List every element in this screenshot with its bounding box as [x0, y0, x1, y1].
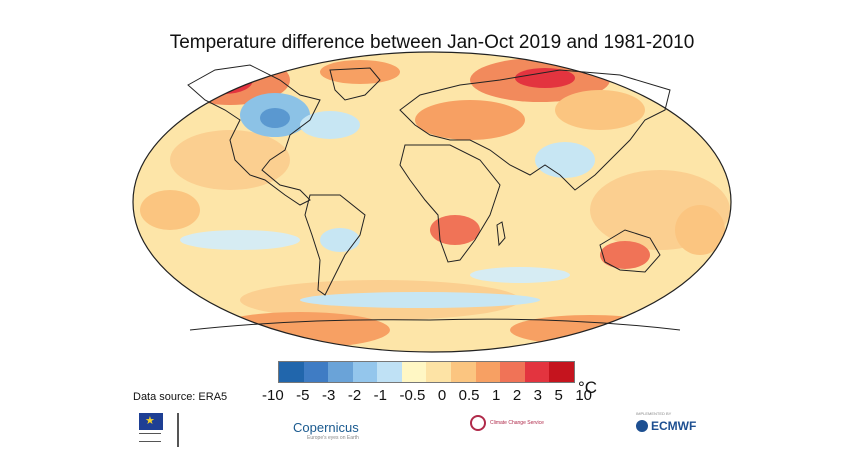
- colorbar-labels: -10 -5 -3 -2 -1 -0.5 0 0.5 1 2 3 5 10: [262, 387, 592, 404]
- colorbar-tick-label: -1: [374, 387, 387, 404]
- anomaly-patch: [140, 190, 200, 230]
- colorbar-tick-label: 1: [492, 387, 500, 404]
- colorbar-tick-label: 5: [554, 387, 562, 404]
- anomaly-patch: [555, 90, 645, 130]
- anomaly-patch: [470, 267, 570, 283]
- copernicus-logo-text: Copernicus: [293, 420, 359, 435]
- colorbar-swatch: [377, 362, 402, 382]
- colorbar-tick-label: 0.5: [459, 387, 480, 404]
- ecmwf-logo-text: ECMWF: [651, 419, 696, 433]
- ecmwf-logo-icon: [636, 420, 648, 432]
- anomaly-patch: [197, 66, 253, 94]
- colorbar-unit: °C: [578, 378, 597, 398]
- c3s-logo-icon: [470, 415, 486, 431]
- copernicus-logo-subtext: Europe's eyes on Earth: [307, 435, 359, 441]
- european-commission-logo: [139, 413, 187, 447]
- colorbar-swatch: [451, 362, 476, 382]
- colorbar-tick-label: 3: [534, 387, 542, 404]
- colorbar-tick-label: -3: [322, 387, 335, 404]
- data-source-label: Data source: ERA5: [133, 391, 227, 403]
- anomaly-patch: [430, 215, 480, 245]
- colorbar-swatch: [500, 362, 525, 382]
- colorbar-swatch: [426, 362, 451, 382]
- colorbar-tick-label: -0.5: [399, 387, 425, 404]
- colorbar-tick-label: -10: [262, 387, 284, 404]
- anomaly-patch: [260, 108, 290, 128]
- anomaly-patch: [300, 111, 360, 139]
- anomaly-patch: [415, 100, 525, 140]
- colorbar-swatch: [402, 362, 427, 382]
- anomaly-patch: [320, 228, 360, 252]
- anomaly-patch: [600, 241, 650, 269]
- c3s-logo: Climate Change Service: [470, 415, 550, 431]
- anomaly-patch: [320, 60, 400, 84]
- colorbar-tick-label: -5: [296, 387, 309, 404]
- anomaly-patch: [300, 292, 540, 308]
- eu-flag-icon: [139, 413, 163, 430]
- colorbar-swatch: [525, 362, 550, 382]
- copernicus-logo: Copernicus Europe's eyes on Earth: [293, 420, 359, 441]
- colorbar-tick-label: -2: [348, 387, 361, 404]
- colorbar-swatch: [304, 362, 329, 382]
- colorbar: [278, 361, 575, 383]
- colorbar-swatch: [279, 362, 304, 382]
- c3s-logo-text: Climate Change Service: [490, 420, 550, 426]
- anomaly-patch: [210, 312, 390, 348]
- anomaly-patch: [180, 230, 300, 250]
- ecmwf-logo: IMPLEMENTED BY ECMWF: [636, 419, 696, 433]
- colorbar-tick-label: 2: [513, 387, 521, 404]
- colorbar-swatch: [476, 362, 501, 382]
- colorbar-swatch: [549, 362, 574, 382]
- ecmwf-logo-subtext: IMPLEMENTED BY: [636, 411, 671, 416]
- anomaly-patch: [535, 142, 595, 178]
- colorbar-swatch: [328, 362, 353, 382]
- colorbar-tick-label: 0: [438, 387, 446, 404]
- colorbar-swatch: [353, 362, 378, 382]
